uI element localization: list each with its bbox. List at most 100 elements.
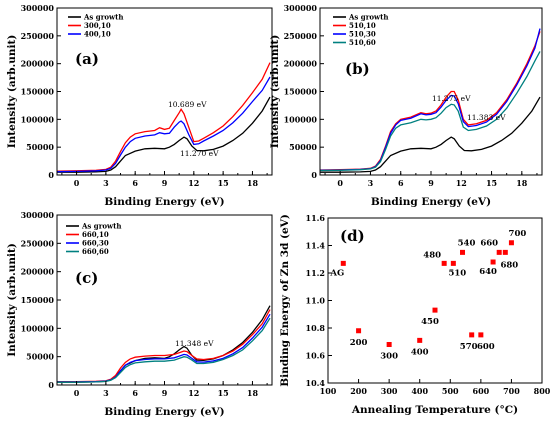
y-tick-label: 11.0 bbox=[306, 296, 326, 306]
point-label: 570 bbox=[460, 342, 478, 352]
series-line-c-3 bbox=[57, 317, 271, 383]
y-tick-label: 300000 bbox=[21, 3, 55, 13]
y-tick-label: 50000 bbox=[26, 142, 54, 152]
series-line-c-1 bbox=[57, 309, 271, 383]
y-tick-label: 200000 bbox=[284, 59, 318, 69]
x-tick-label: 12 bbox=[456, 178, 467, 188]
peak-annotation: 11.383 eV bbox=[467, 113, 506, 122]
legend-entry: As growth bbox=[81, 222, 121, 231]
point-label: 640 bbox=[479, 267, 497, 277]
y-tick-label: 100000 bbox=[21, 114, 55, 124]
scatter-point bbox=[502, 249, 508, 255]
point-label: 200 bbox=[350, 338, 368, 348]
x-tick-label: 6 bbox=[398, 178, 404, 188]
y-tick-label: 200000 bbox=[21, 267, 55, 277]
point-label: 700 bbox=[509, 229, 527, 239]
peak-annotation: 10.689 eV bbox=[168, 100, 207, 109]
y-tick-label: 150000 bbox=[284, 87, 318, 97]
x-tick-label: 12 bbox=[188, 388, 199, 398]
x-tick-label: 0 bbox=[74, 178, 80, 188]
x-tick-label: 12 bbox=[188, 178, 199, 188]
y-tick-label: 150000 bbox=[21, 87, 55, 97]
x-tick-label: 3 bbox=[103, 178, 109, 188]
scatter-point bbox=[508, 240, 514, 246]
series-line-b-3 bbox=[319, 51, 541, 172]
y-tick-label: 50000 bbox=[289, 142, 317, 152]
x-tick-label: 100 bbox=[320, 386, 337, 396]
x-tick-label: 9 bbox=[162, 178, 168, 188]
y-tick-label: 100000 bbox=[21, 323, 55, 333]
y-tick-label: 0 bbox=[48, 170, 54, 180]
x-tick-label: 15 bbox=[486, 178, 497, 188]
legend-entry: As growth bbox=[83, 13, 123, 22]
y-tick-label: 250000 bbox=[284, 31, 318, 41]
legend-entry: As growth bbox=[348, 13, 388, 22]
x-tick-label: 600 bbox=[473, 386, 490, 396]
x-tick-label: 9 bbox=[162, 388, 168, 398]
y-axis-label: Binding Energy of Zn 3d (eV) bbox=[279, 214, 291, 387]
x-tick-label: 18 bbox=[516, 178, 528, 188]
y-axis-label: Intensity (arb.unit) bbox=[269, 35, 281, 149]
scatter-point bbox=[417, 337, 423, 343]
point-label: AG bbox=[329, 268, 344, 278]
x-tick-label: 6 bbox=[132, 178, 138, 188]
scatter-point bbox=[478, 332, 484, 338]
x-axis-label: Binding Energy (eV) bbox=[104, 406, 224, 418]
panel-label: (c) bbox=[75, 269, 98, 287]
y-tick-label: 300000 bbox=[284, 3, 318, 13]
scatter-point bbox=[432, 307, 438, 313]
x-tick-label: 200 bbox=[350, 386, 367, 396]
panel-c: 0 50000 100000 150000 200000 250000 300000 0 3 6 9… bbox=[6, 210, 273, 418]
scatter-point bbox=[460, 249, 466, 255]
y-tick-label: 11.4 bbox=[306, 241, 326, 251]
series-line-a-1 bbox=[56, 62, 271, 172]
y-tick-label: 100000 bbox=[284, 114, 318, 124]
scatter-point bbox=[386, 342, 392, 347]
scatter-point bbox=[441, 260, 447, 266]
scatter-point bbox=[490, 259, 496, 265]
peak-annotation: 11.270 eV bbox=[180, 149, 219, 158]
x-axis-label: Binding Energy (eV) bbox=[371, 196, 491, 208]
y-axis-label: Intensity (arb.unit) bbox=[6, 243, 18, 357]
point-label: 680 bbox=[500, 260, 518, 270]
panel-label: (a) bbox=[75, 50, 99, 68]
point-label: 510 bbox=[448, 268, 466, 278]
y-tick-label: 50000 bbox=[26, 352, 54, 362]
scatter-point bbox=[496, 249, 502, 255]
x-tick-label: 0 bbox=[74, 388, 80, 398]
panel-b: 0 50000 100000 150000 200000 250000 300000 0 3 6 9… bbox=[269, 3, 543, 208]
x-tick-label: 18 bbox=[247, 178, 259, 188]
x-tick-label: 500 bbox=[442, 386, 459, 396]
legend-entry: 660,30 bbox=[82, 239, 109, 248]
y-tick-label: 11.2 bbox=[306, 268, 325, 278]
x-tick-label: 6 bbox=[132, 388, 138, 398]
legend-entry: 300,10 bbox=[84, 21, 111, 30]
x-tick-label: 9 bbox=[428, 178, 434, 188]
x-tick-label: 800 bbox=[534, 386, 550, 396]
y-tick-label: 250000 bbox=[21, 238, 55, 248]
y-tick-label: 150000 bbox=[21, 295, 55, 305]
y-tick-label: 300000 bbox=[21, 210, 55, 220]
series-line-a-0 bbox=[57, 96, 271, 173]
y-tick-label: 10.6 bbox=[306, 351, 326, 361]
peak-annotation: 11.348 eV bbox=[175, 339, 214, 348]
x-axis-label: Annealing Temperature (°C) bbox=[351, 404, 518, 416]
y-tick-label: 11.6 bbox=[306, 213, 326, 223]
y-tick-label: 10.4 bbox=[306, 378, 326, 388]
panel-label: (b) bbox=[345, 60, 370, 78]
panel-a: 0 50000 100000 150000 200000 250000 300000 0 3 6 9… bbox=[6, 3, 273, 208]
x-tick-label: 700 bbox=[503, 386, 520, 396]
legend-entry: 400,10 bbox=[84, 30, 111, 39]
legend-entry: 660,10 bbox=[82, 230, 109, 239]
x-tick-label: 0 bbox=[337, 178, 343, 188]
y-axis-label: Intensity (arb.unit) bbox=[6, 35, 18, 149]
scatter-point bbox=[356, 328, 362, 334]
x-tick-label: 3 bbox=[368, 178, 374, 188]
x-tick-label: 300 bbox=[381, 386, 398, 396]
x-tick-label: 3 bbox=[103, 388, 109, 398]
legend-entry: 510,30 bbox=[349, 30, 376, 39]
